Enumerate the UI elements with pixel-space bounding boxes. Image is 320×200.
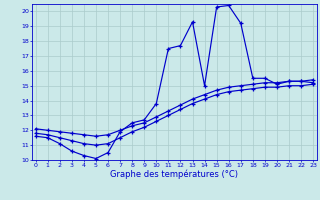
X-axis label: Graphe des températures (°C): Graphe des températures (°C) (110, 169, 238, 179)
